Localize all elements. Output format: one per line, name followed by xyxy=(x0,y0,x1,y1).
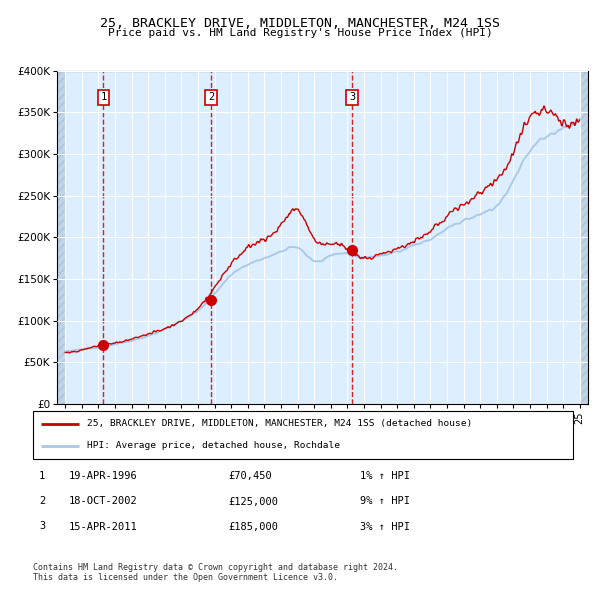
Text: Contains HM Land Registry data © Crown copyright and database right 2024.: Contains HM Land Registry data © Crown c… xyxy=(33,563,398,572)
Text: This data is licensed under the Open Government Licence v3.0.: This data is licensed under the Open Gov… xyxy=(33,573,338,582)
Text: 1: 1 xyxy=(100,93,107,103)
Text: 3: 3 xyxy=(39,522,45,531)
Text: Price paid vs. HM Land Registry's House Price Index (HPI): Price paid vs. HM Land Registry's House … xyxy=(107,28,493,38)
Bar xyxy=(580,71,588,404)
Text: 3: 3 xyxy=(349,93,355,103)
Text: 25, BRACKLEY DRIVE, MIDDLETON, MANCHESTER, M24 1SS (detached house): 25, BRACKLEY DRIVE, MIDDLETON, MANCHESTE… xyxy=(87,419,472,428)
Text: £185,000: £185,000 xyxy=(228,522,278,532)
Text: £125,000: £125,000 xyxy=(228,497,278,506)
Text: 2: 2 xyxy=(39,496,45,506)
Text: 9% ↑ HPI: 9% ↑ HPI xyxy=(360,497,410,506)
Text: 2: 2 xyxy=(208,93,214,103)
Text: HPI: Average price, detached house, Rochdale: HPI: Average price, detached house, Roch… xyxy=(87,441,340,450)
Text: 18-OCT-2002: 18-OCT-2002 xyxy=(69,497,138,506)
Text: 15-APR-2011: 15-APR-2011 xyxy=(69,522,138,532)
Text: 1% ↑ HPI: 1% ↑ HPI xyxy=(360,471,410,481)
Text: £70,450: £70,450 xyxy=(228,471,272,481)
Text: 19-APR-1996: 19-APR-1996 xyxy=(69,471,138,481)
Text: 3% ↑ HPI: 3% ↑ HPI xyxy=(360,522,410,532)
Text: 1: 1 xyxy=(39,471,45,480)
Bar xyxy=(57,71,65,404)
Text: 25, BRACKLEY DRIVE, MIDDLETON, MANCHESTER, M24 1SS: 25, BRACKLEY DRIVE, MIDDLETON, MANCHESTE… xyxy=(100,17,500,30)
